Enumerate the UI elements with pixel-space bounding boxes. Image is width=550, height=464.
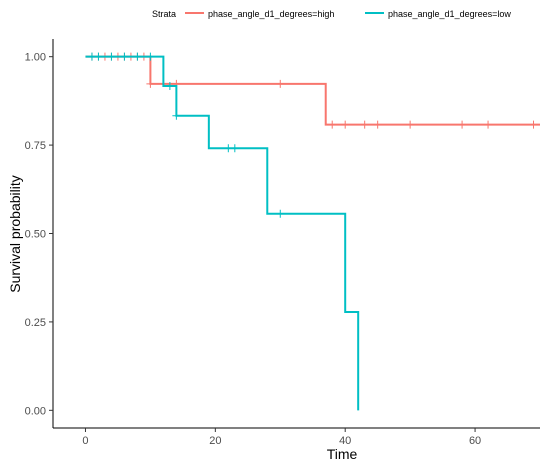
censor-mark-high — [406, 120, 415, 129]
censor-mark-high — [373, 120, 382, 129]
survival-curve-low — [85, 55, 360, 411]
censor-mark-low — [276, 209, 285, 218]
censor-mark-high — [276, 79, 285, 88]
y-axis-title: Survival probability — [7, 175, 23, 293]
censor-mark-high — [360, 120, 369, 129]
censor-mark-high — [529, 120, 538, 129]
legend-label-low: phase_angle_d1_degrees=low — [388, 9, 511, 19]
survival-curves — [85, 52, 540, 411]
censor-mark-high — [484, 120, 493, 129]
legend-label-high: phase_angle_d1_degrees=high — [208, 9, 334, 19]
y-tick-label: 1.00 — [25, 52, 46, 64]
x-tick-label: 60 — [469, 435, 481, 447]
y-tick-label: 0.25 — [25, 317, 46, 329]
legend-title: Strata — [152, 9, 176, 19]
censor-mark-low — [146, 52, 155, 61]
censor-mark-low — [133, 52, 142, 61]
x-tick-label: 20 — [209, 435, 221, 447]
x-tick-label: 0 — [82, 435, 88, 447]
censor-mark-low — [230, 144, 239, 153]
censor-mark-low — [94, 52, 103, 61]
y-tick-label: 0.00 — [25, 405, 46, 417]
x-axis-ticks: 0 20 40 60 — [82, 428, 481, 447]
censor-mark-high — [458, 120, 467, 129]
censor-mark-low — [172, 111, 181, 120]
censor-mark-high — [341, 120, 350, 129]
y-tick-label: 0.50 — [25, 229, 46, 241]
censor-mark-high — [146, 79, 155, 88]
legend: Strata phase_angle_d1_degrees=high phase… — [152, 9, 511, 19]
censor-mark-high — [328, 120, 337, 129]
x-axis-title: Time — [327, 446, 358, 462]
y-tick-label: 0.75 — [25, 140, 46, 152]
x-tick-label: 40 — [339, 435, 351, 447]
y-axis-ticks: 0.00 0.25 0.50 0.75 1.00 — [25, 52, 53, 417]
censor-mark-low — [107, 52, 116, 61]
censor-mark-low — [165, 82, 174, 91]
censor-mark-low — [120, 52, 129, 61]
